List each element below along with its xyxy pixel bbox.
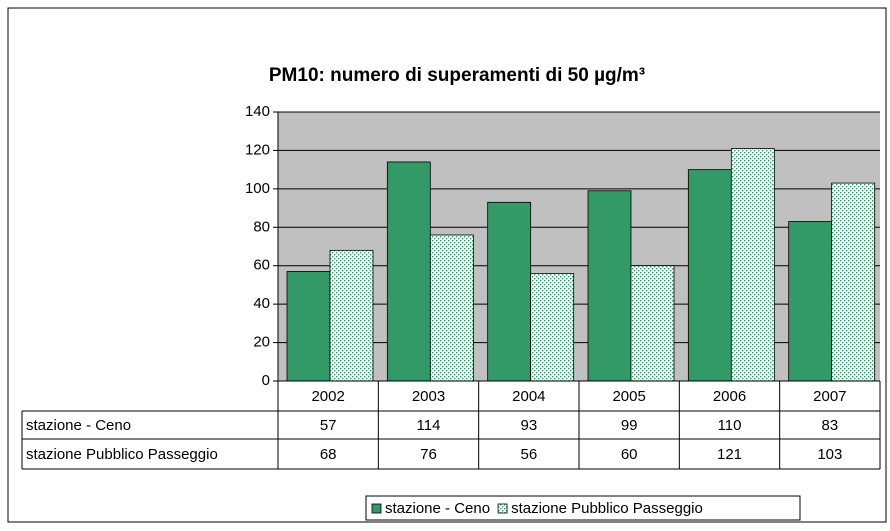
x-tick-label: 2005 [612, 388, 645, 405]
legend-label: stazione Pubblico Passeggio [511, 500, 703, 517]
y-tick-label: 20 [253, 334, 270, 351]
bar [286, 271, 331, 382]
bar [630, 265, 675, 382]
table-row-label: stazione - Ceno [26, 417, 131, 434]
table-cell: 76 [420, 446, 437, 463]
bar [429, 234, 474, 382]
legend-swatch [371, 503, 382, 514]
legend-swatch [497, 503, 508, 514]
table-cell: 56 [520, 446, 537, 463]
plot-area [278, 112, 880, 381]
y-tick-label: 60 [253, 257, 270, 274]
bar [831, 182, 876, 382]
x-tick-label: 2004 [512, 388, 545, 405]
table-cell: 103 [817, 446, 842, 463]
x-tick-label: 2007 [813, 388, 846, 405]
x-tick-label: 2006 [713, 388, 746, 405]
table-cell: 60 [621, 446, 638, 463]
y-tick-label: 0 [262, 372, 270, 389]
table-cell: 121 [717, 446, 742, 463]
table-cell: 99 [621, 417, 638, 434]
table-cell: 83 [821, 417, 838, 434]
bar [730, 148, 775, 382]
y-tick-label: 100 [245, 180, 270, 197]
table-cell: 114 [417, 417, 441, 434]
y-tick-label: 40 [253, 295, 270, 312]
bar [530, 272, 575, 382]
legend-label: stazione - Ceno [385, 500, 490, 517]
x-tick-label: 2003 [412, 388, 445, 405]
bar [487, 201, 532, 382]
table-row-label: stazione Pubblico Passeggio [26, 446, 218, 463]
y-tick-label: 80 [253, 218, 270, 235]
legend-box [365, 495, 801, 521]
bar [386, 161, 431, 382]
y-tick-label: 120 [245, 141, 270, 158]
bar [587, 190, 632, 382]
y-tick-label: 140 [245, 103, 270, 120]
bar [329, 249, 374, 382]
chart-title: PM10: numero di superamenti di 50 µg/m³ [269, 65, 645, 86]
bar [788, 221, 833, 382]
table-cell: 68 [320, 446, 337, 463]
table-cell: 110 [718, 417, 742, 434]
x-tick-label: 2002 [311, 388, 344, 405]
table-cell: 57 [320, 417, 337, 434]
bar [687, 169, 732, 382]
table-cell: 93 [520, 417, 537, 434]
